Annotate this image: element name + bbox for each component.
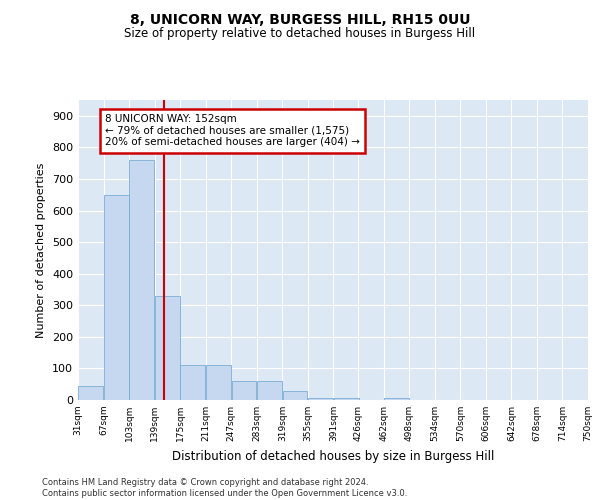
- Bar: [334, 398, 359, 400]
- Text: Contains HM Land Registry data © Crown copyright and database right 2024.
Contai: Contains HM Land Registry data © Crown c…: [42, 478, 407, 498]
- Text: 8, UNICORN WAY, BURGESS HILL, RH15 0UU: 8, UNICORN WAY, BURGESS HILL, RH15 0UU: [130, 12, 470, 26]
- Bar: [232, 381, 256, 400]
- Y-axis label: Number of detached properties: Number of detached properties: [37, 162, 46, 338]
- Text: 8 UNICORN WAY: 152sqm
← 79% of detached houses are smaller (1,575)
20% of semi-d: 8 UNICORN WAY: 152sqm ← 79% of detached …: [105, 114, 360, 148]
- Bar: [384, 398, 409, 400]
- Bar: [130, 160, 154, 400]
- Bar: [283, 390, 307, 400]
- Bar: [257, 381, 282, 400]
- Bar: [79, 386, 103, 400]
- Bar: [206, 366, 231, 400]
- X-axis label: Distribution of detached houses by size in Burgess Hill: Distribution of detached houses by size …: [172, 450, 494, 462]
- Bar: [155, 296, 180, 400]
- Bar: [181, 366, 205, 400]
- Text: Size of property relative to detached houses in Burgess Hill: Size of property relative to detached ho…: [124, 28, 476, 40]
- Bar: [308, 398, 333, 400]
- Bar: [104, 194, 129, 400]
